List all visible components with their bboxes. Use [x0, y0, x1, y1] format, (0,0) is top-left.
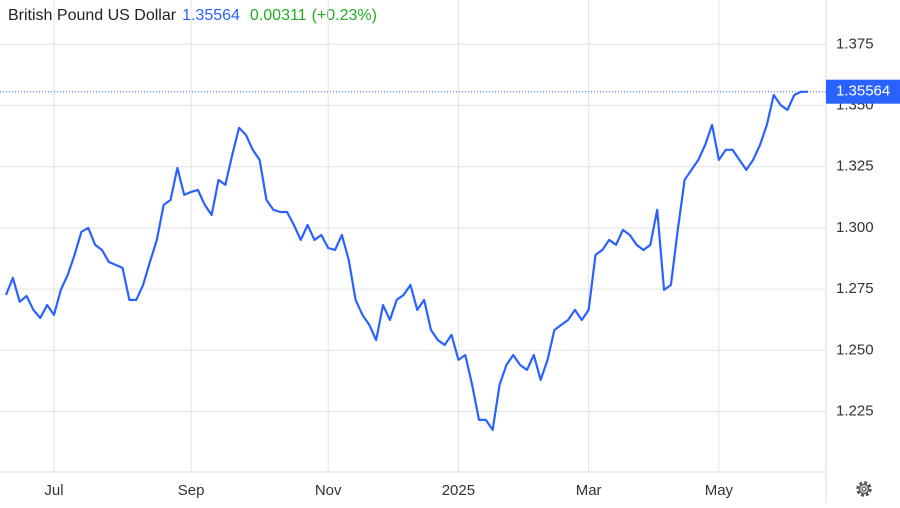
y-tick-label: 1.275 — [836, 280, 874, 297]
change-percent: (+0.23%) — [312, 7, 377, 24]
gear-hole — [861, 486, 867, 492]
last-price-label: 1.35564 — [836, 83, 890, 100]
y-tick-label: 1.325 — [836, 158, 874, 175]
y-tick-label: 1.225 — [836, 402, 874, 419]
price-line — [4, 90, 809, 431]
x-tick-label: May — [705, 482, 734, 499]
x-tick-label: 2025 — [442, 482, 475, 499]
y-tick-label: 1.375 — [836, 35, 874, 52]
gear-teeth — [856, 481, 872, 497]
price: 1.35564 — [182, 7, 240, 24]
x-tick-label: Jul — [44, 482, 63, 499]
x-tick-label: Nov — [315, 482, 342, 499]
x-tick-label: Sep — [178, 482, 205, 499]
y-tick-label: 1.250 — [836, 341, 874, 358]
change: 0.00311 — [250, 7, 307, 24]
chart-title: British Pound US Dollar — [8, 7, 177, 24]
y-tick-label: 1.300 — [836, 219, 874, 236]
x-tick-label: Mar — [576, 482, 602, 499]
last-price-badge — [826, 79, 900, 104]
header: British Pound US Dollar 1.35564 0.00311 (+0… — [8, 7, 377, 24]
gear-body — [858, 483, 870, 495]
settings-icon[interactable] — [856, 481, 872, 497]
